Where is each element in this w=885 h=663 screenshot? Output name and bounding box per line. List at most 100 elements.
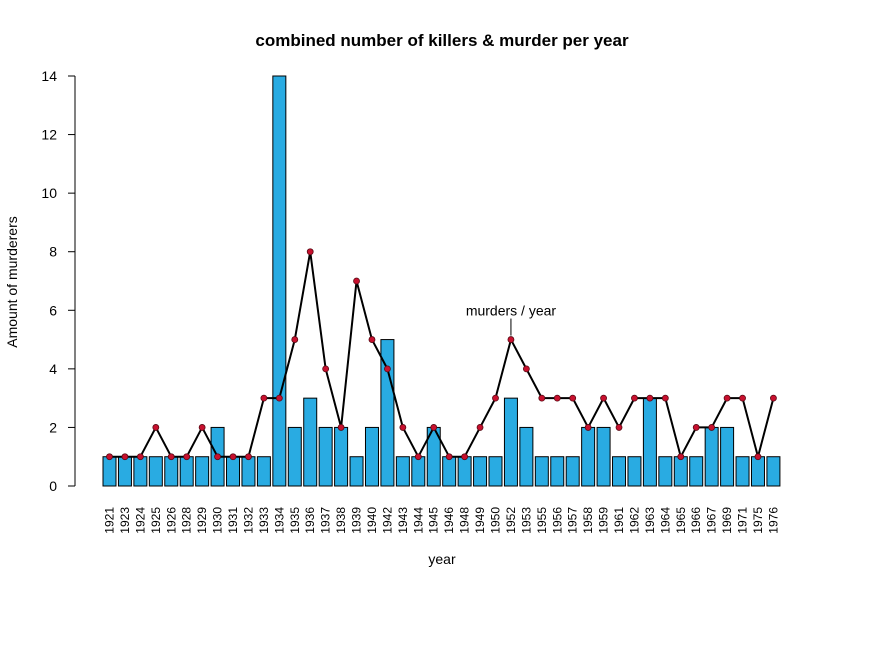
bar-1953 — [519, 426, 534, 487]
x-tick-label: 1950 — [489, 507, 503, 534]
bar-1965 — [673, 456, 688, 487]
murders-line — [109, 250, 775, 458]
point-1944 — [414, 453, 422, 461]
y-tick-label: 0 — [49, 478, 57, 494]
point-1965 — [677, 453, 685, 461]
x-tick-label: 1937 — [319, 507, 333, 534]
bar-1944 — [411, 456, 426, 487]
bar-1938 — [334, 426, 349, 487]
x-tick-label: 1944 — [411, 507, 425, 534]
x-tick-label: 1962 — [627, 507, 641, 534]
x-tick-label: 1976 — [766, 507, 780, 534]
y-axis: 0 2 4 6 8 10 12 14 — [41, 68, 76, 494]
bar-1946 — [442, 456, 457, 487]
point-1964 — [661, 394, 669, 402]
point-1957 — [569, 394, 577, 402]
bar-1935 — [287, 426, 302, 487]
x-tick-label: 1938 — [334, 507, 348, 534]
x-tick-label: 1946 — [442, 507, 456, 534]
x-tick-label: 1953 — [519, 507, 533, 534]
bar-1939 — [349, 456, 364, 487]
bar-1921 — [102, 456, 117, 487]
x-tick-label: 1967 — [705, 507, 719, 534]
point-1948 — [461, 453, 469, 461]
point-1936 — [306, 248, 314, 256]
bar-1933 — [256, 456, 271, 487]
point-1942 — [384, 365, 391, 373]
x-tick-label: 1949 — [473, 507, 487, 534]
x-tick-label: 1928 — [180, 507, 194, 534]
point-1930 — [214, 453, 221, 461]
point-1940 — [368, 336, 376, 343]
bar-1957 — [565, 456, 580, 487]
x-tick-label: 1956 — [550, 507, 564, 534]
bar-1926 — [164, 456, 179, 487]
point-1955 — [538, 394, 546, 402]
x-tick-label: 1932 — [241, 507, 255, 534]
y-tick-label: 6 — [49, 302, 57, 318]
x-tick-label: 1965 — [674, 507, 688, 534]
x-tick-label: 1935 — [288, 507, 302, 534]
point-1929 — [198, 424, 206, 431]
point-1945 — [430, 424, 438, 431]
annotations: murders / year — [466, 303, 557, 336]
x-tick-label: 1948 — [458, 507, 472, 534]
point-1938 — [337, 424, 345, 431]
point-1931 — [229, 453, 237, 461]
point-1950 — [492, 394, 499, 402]
point-1966 — [692, 424, 700, 431]
bar-1952 — [503, 397, 518, 487]
x-tick-label: 1931 — [226, 507, 240, 534]
bar-1928 — [179, 456, 194, 487]
y-tick-label: 2 — [49, 419, 57, 435]
bar-1955 — [534, 456, 549, 487]
x-tick-label: 1969 — [720, 507, 734, 534]
x-tick-label: 1958 — [581, 507, 595, 534]
bar-1959 — [596, 426, 611, 487]
point-1971 — [739, 394, 746, 402]
x-tick-label: 1923 — [118, 507, 132, 534]
x-tick-label: 1959 — [597, 507, 611, 534]
point-1933 — [260, 394, 268, 402]
annotation-label: murders / year — [466, 303, 557, 319]
bar-1949 — [473, 456, 488, 487]
bar-1976 — [766, 456, 781, 487]
point-1939 — [353, 277, 360, 285]
x-axis-label: year — [428, 551, 456, 567]
bar-1924 — [133, 456, 148, 487]
bar-series — [102, 75, 781, 487]
point-1932 — [245, 453, 252, 461]
point-1953 — [522, 365, 530, 373]
point-1946 — [445, 453, 453, 461]
point-1963 — [646, 394, 654, 402]
bar-1966 — [689, 456, 704, 487]
x-tick-label: 1955 — [535, 507, 549, 534]
point-1949 — [476, 424, 484, 431]
bar-1923 — [117, 456, 132, 487]
point-1967 — [708, 424, 716, 431]
point-1976 — [770, 394, 777, 402]
x-tick-label: 1957 — [566, 507, 580, 534]
y-axis-label: Amount of murderers — [4, 216, 20, 348]
bar-1942 — [380, 339, 395, 487]
x-tick-label: 1975 — [751, 507, 765, 534]
x-tick-label: 1963 — [643, 507, 657, 534]
point-1943 — [399, 424, 407, 431]
point-1975 — [754, 453, 762, 461]
bar-1971 — [735, 456, 750, 487]
x-tick-label: 1925 — [149, 507, 163, 534]
point-1959 — [600, 394, 607, 402]
bar-1929 — [195, 456, 210, 487]
x-axis-tick-labels: 1921 1923 1924 1925 1926 1928 1929 1930 1931 1932… — [103, 507, 781, 534]
y-tick-label: 8 — [49, 244, 57, 260]
bar-1937 — [318, 426, 333, 487]
point-1928 — [183, 453, 191, 461]
point-1934 — [275, 394, 283, 402]
bar-1934 — [272, 75, 287, 487]
x-tick-label: 1943 — [396, 507, 410, 534]
x-tick-label: 1939 — [350, 507, 364, 534]
bar-1925 — [148, 456, 163, 487]
y-tick-label: 4 — [49, 361, 57, 377]
x-tick-label: 1940 — [365, 507, 379, 534]
